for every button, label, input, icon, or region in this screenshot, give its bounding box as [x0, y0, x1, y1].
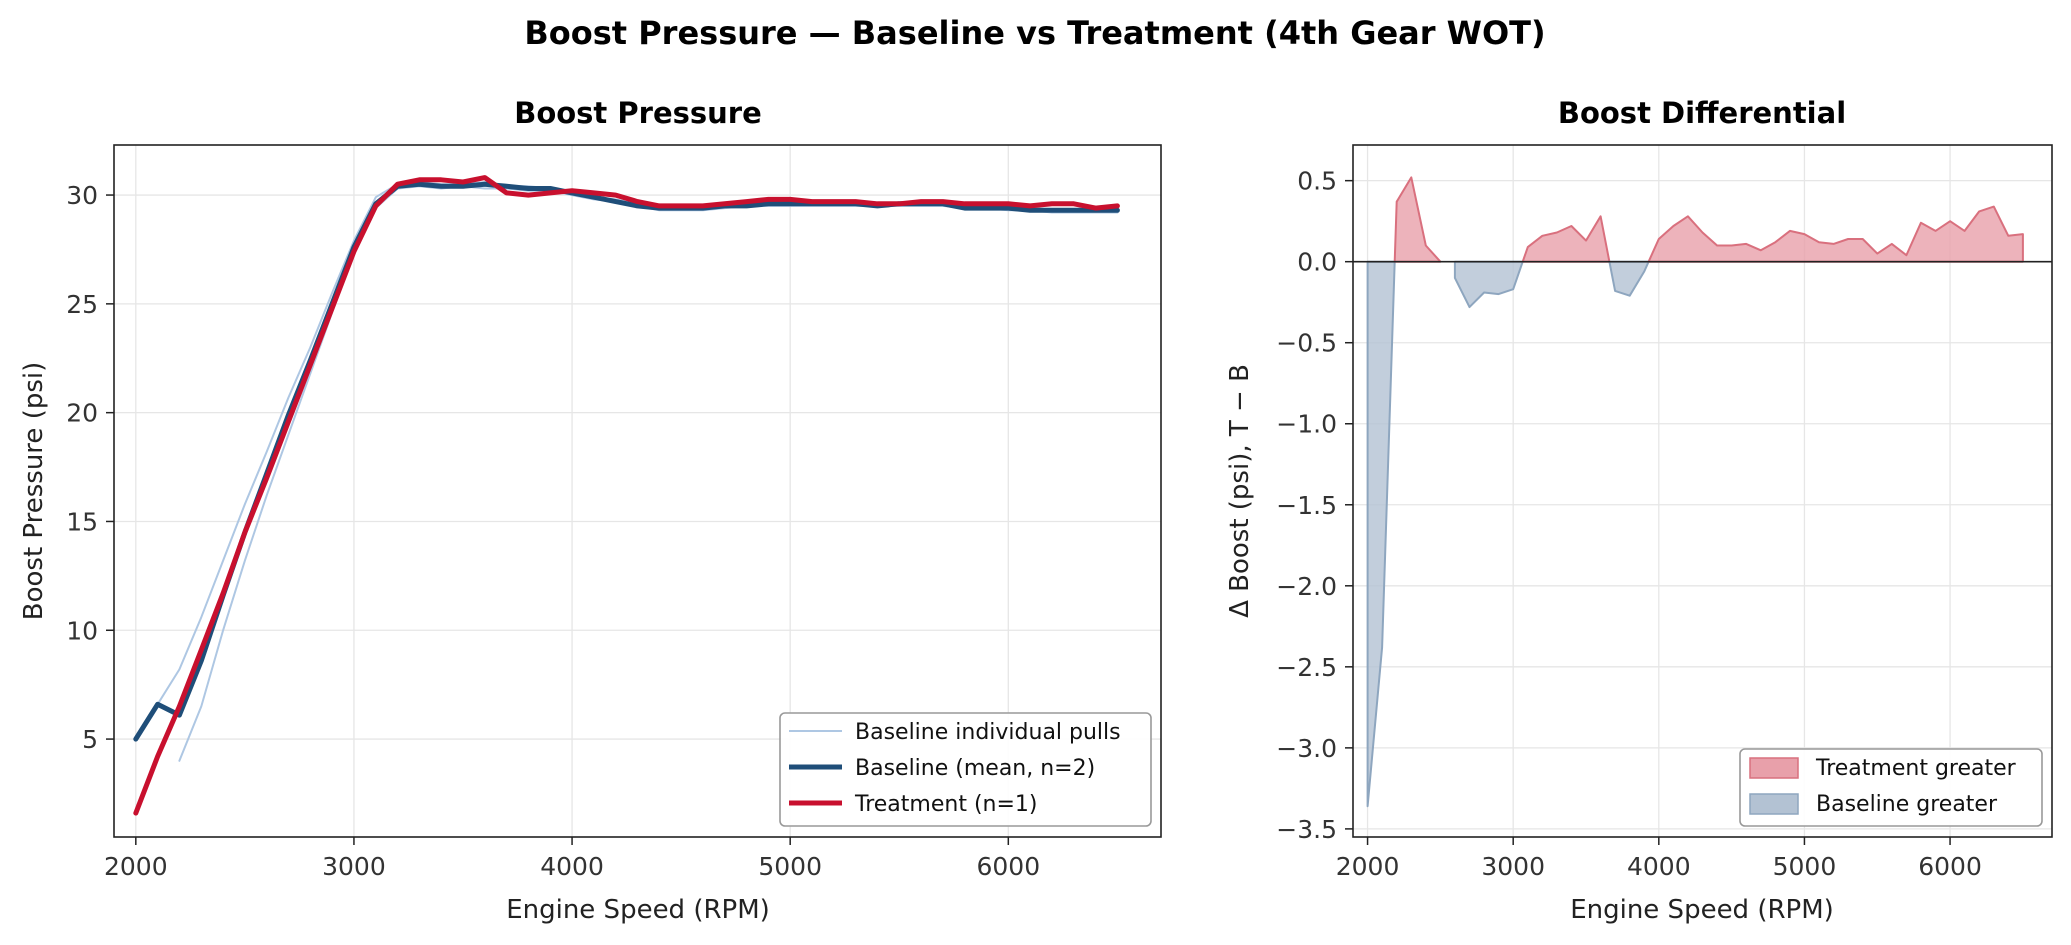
right-plot-frame [1352, 144, 2053, 838]
right-y-tick-label: 0.5 [1297, 167, 1337, 196]
left-x-axis-label: Engine Speed (RPM) [506, 895, 770, 925]
treatment-greater-area [1393, 176, 1442, 263]
right-y-axis-label: Δ Boost (psi), T − B [1225, 364, 1255, 618]
right-ticks: 2000 3000 4000 5000 6000 0.5 0.0 −0.5 −1.0 −1.5 −2… [1276, 167, 1982, 881]
right-y-tick-label: −3.0 [1276, 734, 1337, 763]
right-x-tick-label: 3000 [1481, 852, 1545, 881]
right-x-axis-label: Engine Speed (RPM) [1570, 895, 1834, 925]
right-x-tick-label: 4000 [1627, 852, 1691, 881]
legend-label-treatment: Treatment (n=1) [854, 792, 1037, 817]
treatment-line [133, 175, 1120, 816]
boost-pressure-panel: Boost Pressure 2000 3000 4000 5000 6000 5 10 15… [19, 96, 1162, 925]
left-x-tick-label: 2000 [104, 852, 168, 881]
legend-label-individual: Baseline individual pulls [855, 720, 1121, 745]
figure-title: Boost Pressure — Baseline vs Treatment (… [524, 14, 1545, 52]
left-x-tick-label: 5000 [758, 852, 822, 881]
left-y-tick-label: 25 [66, 290, 98, 319]
right-x-tick-label: 6000 [1918, 852, 1982, 881]
left-plot-frame [113, 144, 1162, 838]
legend-label-baseline: Baseline (mean, n=2) [855, 756, 1095, 781]
baseline-individual-pull-line [178, 185, 1119, 762]
baseline-individual-pull-line [134, 181, 1119, 741]
right-legend-box [1739, 748, 2043, 827]
boost-differential-title: Boost Differential [1558, 96, 1846, 130]
right-x-tick-label: 5000 [1773, 852, 1837, 881]
baseline-mean-line [133, 181, 1120, 742]
left-grid [114, 145, 1161, 837]
left-ticks: 2000 3000 4000 5000 6000 5 10 15 20 25 30 [66, 181, 1040, 881]
right-y-tick-label: −2.0 [1276, 572, 1337, 601]
treatment-greater-area [1521, 215, 1611, 263]
right-y-tick-label: −1.5 [1276, 491, 1337, 520]
left-y-tick-label: 5 [82, 725, 98, 754]
right-y-tick-label: −0.5 [1276, 329, 1337, 358]
left-y-tick-label: 20 [66, 399, 98, 428]
right-y-tick-label: −1.0 [1276, 410, 1337, 439]
boost-differential-panel: Boost Differential 2000 3000 4000 5000 6000 0… [1225, 96, 2053, 925]
left-y-axis-label: Boost Pressure (psi) [19, 362, 49, 621]
legend-swatch-treatment-greater [1749, 757, 1799, 779]
treatment-greater-area [1647, 205, 2024, 263]
right-legend: Treatment greater Baseline greater [1739, 748, 2043, 827]
right-y-tick-label: −2.5 [1276, 653, 1337, 682]
legend-label-treatment-greater: Treatment greater [1815, 756, 2017, 781]
left-legend: Baseline individual pulls Baseline (mean… [779, 712, 1152, 827]
left-y-tick-label: 30 [66, 181, 98, 210]
right-series [1353, 176, 2052, 808]
baseline-greater-area [1453, 260, 1524, 309]
baseline-greater-area [1608, 260, 1650, 297]
boost-pressure-title: Boost Pressure [514, 96, 762, 130]
legend-label-baseline-greater: Baseline greater [1816, 792, 1998, 817]
left-series [133, 175, 1120, 816]
left-y-tick-label: 10 [66, 616, 98, 645]
left-x-tick-label: 6000 [977, 852, 1041, 881]
left-x-tick-label: 4000 [540, 852, 604, 881]
baseline-greater-area [1366, 260, 1396, 808]
right-x-tick-label: 2000 [1336, 852, 1400, 881]
right-y-tick-label: −3.5 [1276, 815, 1337, 844]
left-y-tick-label: 15 [66, 507, 98, 536]
left-legend-box [779, 712, 1152, 827]
left-x-tick-label: 3000 [322, 852, 386, 881]
legend-swatch-baseline-greater [1749, 793, 1799, 815]
right-y-tick-label: 0.0 [1297, 248, 1337, 277]
